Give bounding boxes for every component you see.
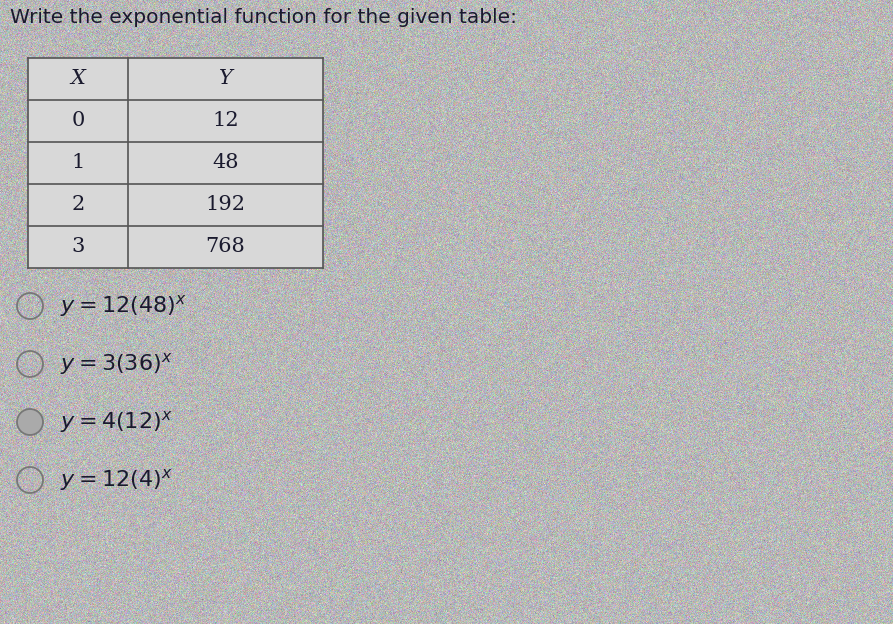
Text: 3: 3 [71,238,85,256]
Text: $y = 3(36)^{x}$: $y = 3(36)^{x}$ [60,351,172,377]
Bar [28,142,323,184]
Bar [28,58,323,100]
Text: $y = 12(48)^{x}$: $y = 12(48)^{x}$ [60,293,187,319]
Bar [28,184,323,226]
Circle shape [17,409,43,435]
Text: $y = 4(12)^{x}$: $y = 4(12)^{x}$ [60,409,172,435]
Text: Y: Y [219,69,232,89]
Text: 48: 48 [213,154,238,172]
Text: 192: 192 [205,195,246,215]
Text: X: X [71,69,86,89]
Text: Write the exponential function for the given table:: Write the exponential function for the g… [10,8,517,27]
Text: 768: 768 [205,238,246,256]
Bar [28,100,323,142]
Text: 12: 12 [213,112,238,130]
Text: 1: 1 [71,154,85,172]
Bar [28,226,323,268]
Text: $y = 12(4)^{x}$: $y = 12(4)^{x}$ [60,467,172,493]
Text: 2: 2 [71,195,85,215]
Text: 0: 0 [71,112,85,130]
